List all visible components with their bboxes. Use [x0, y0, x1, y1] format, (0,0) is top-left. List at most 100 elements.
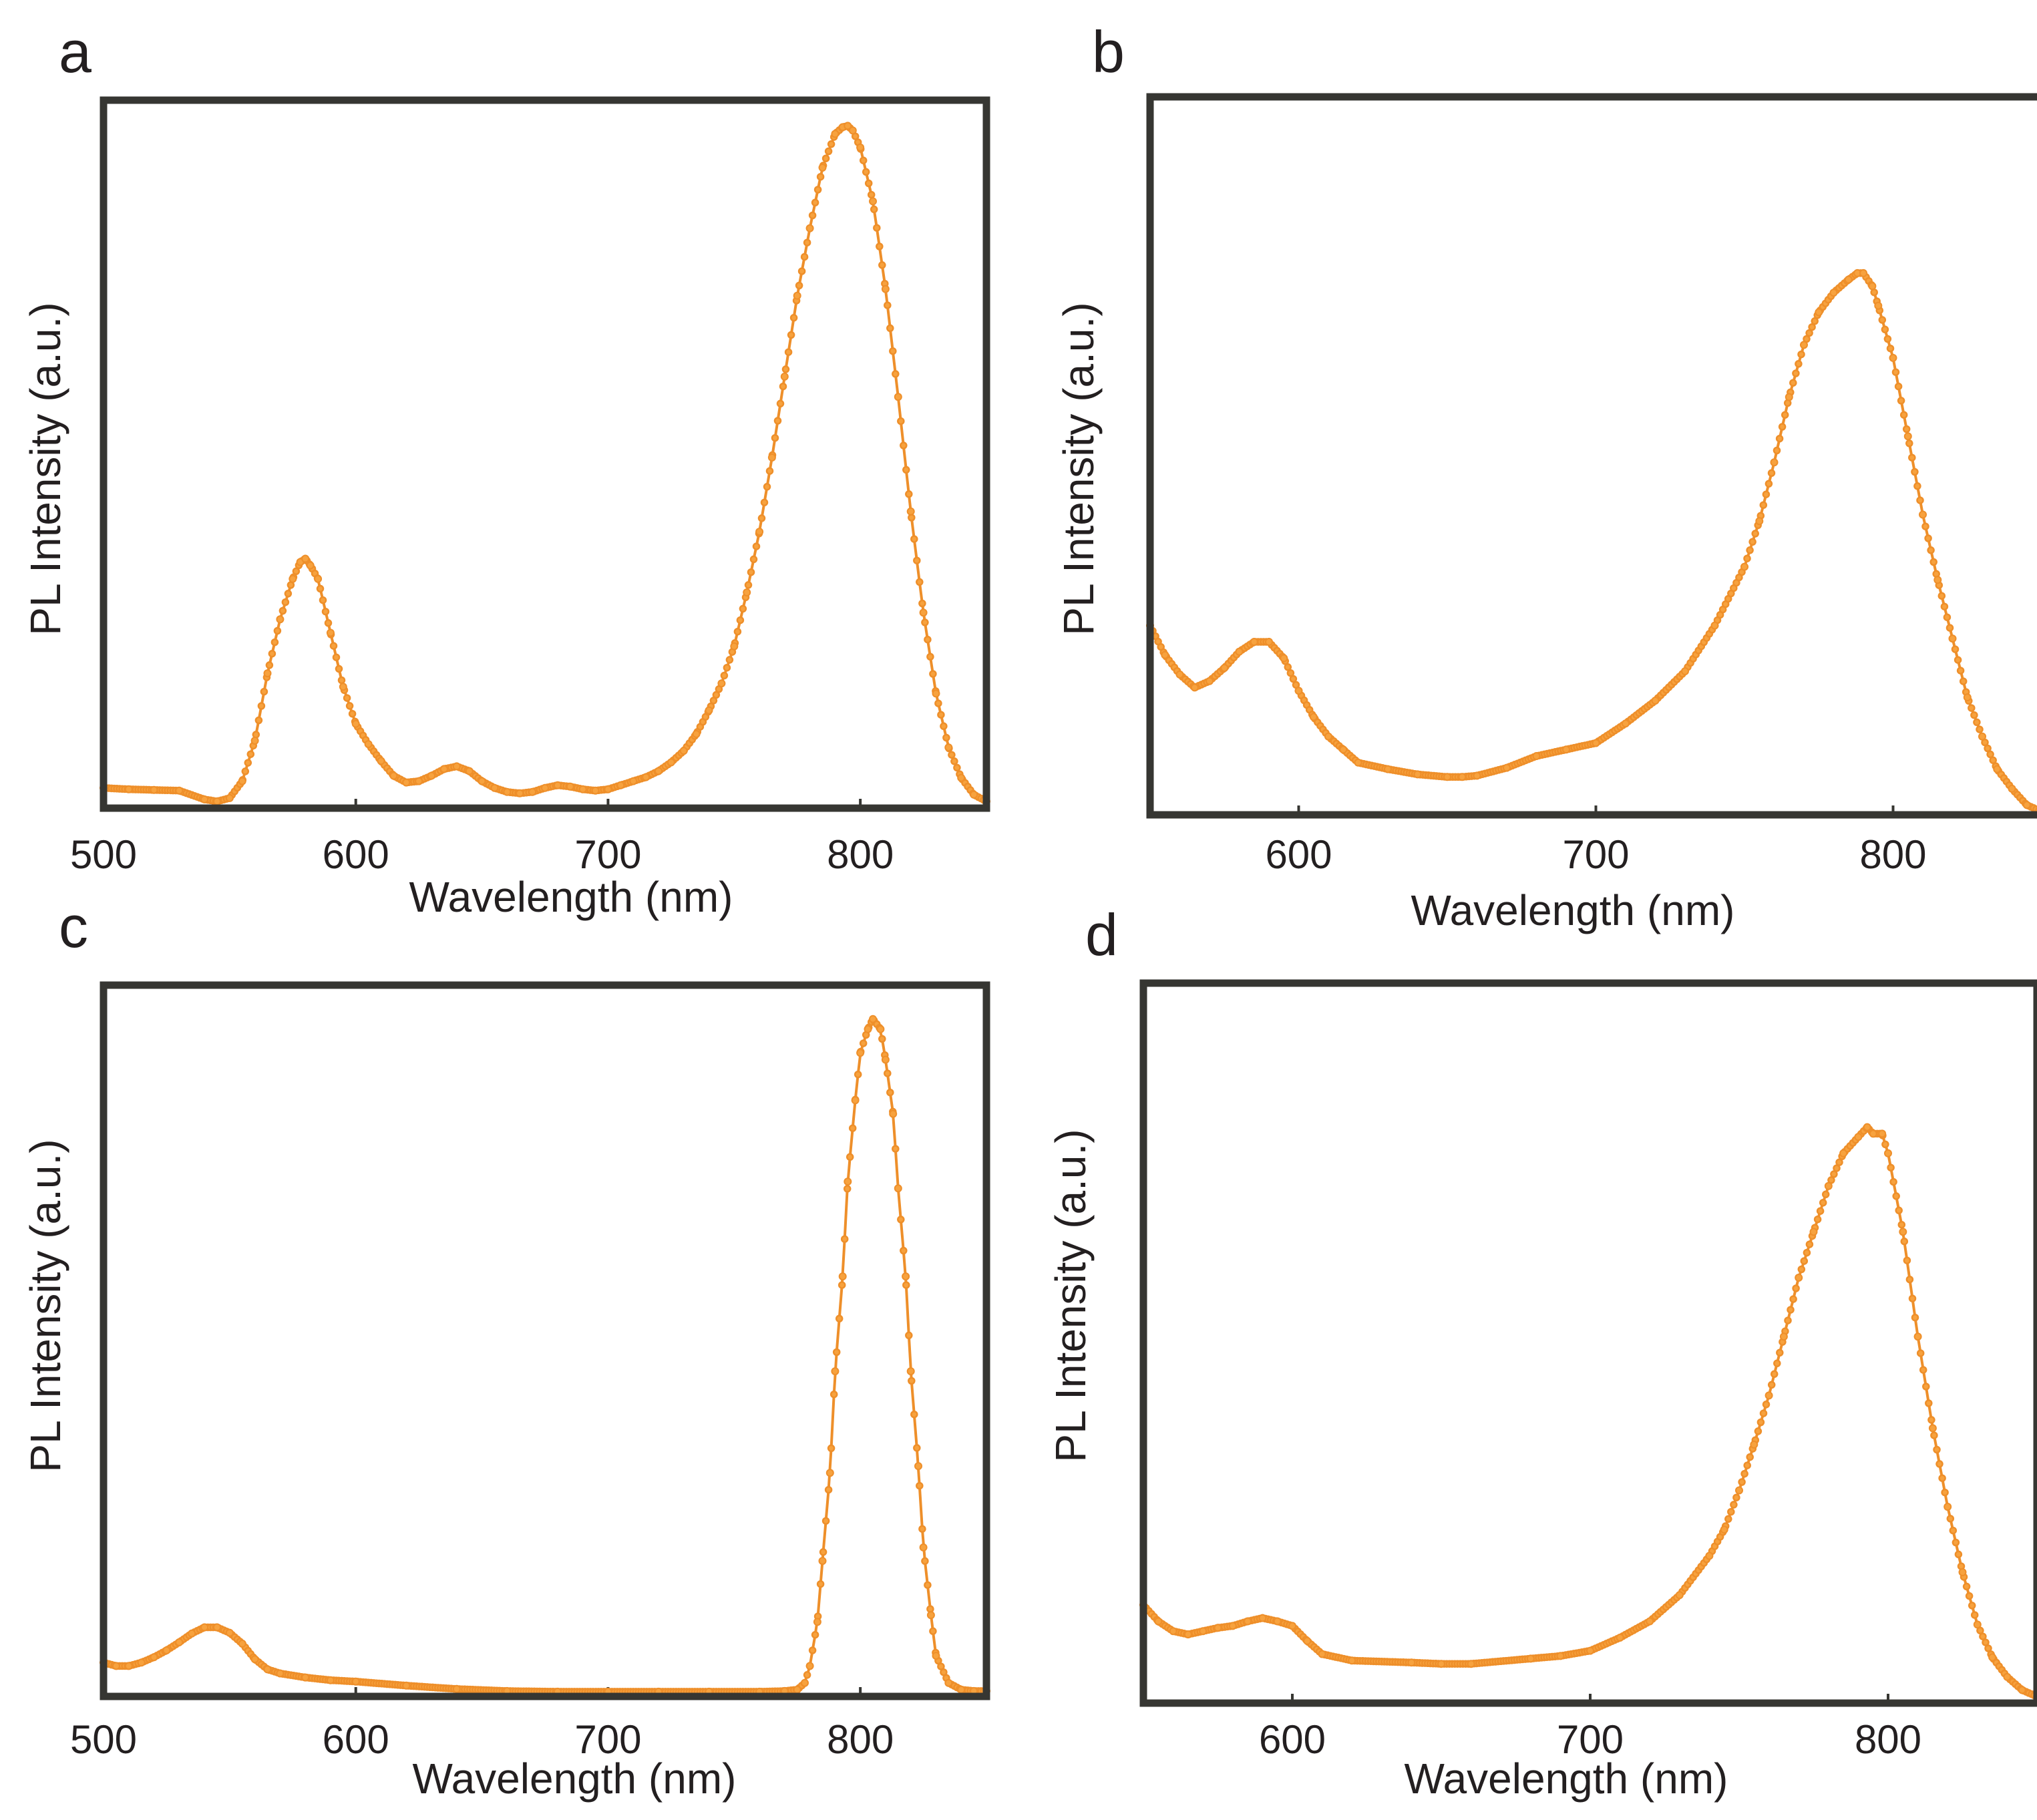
panel-b-anchor-point — [1815, 308, 1823, 317]
panel-d-data-point — [1732, 1493, 1740, 1501]
panel-c-data-point — [808, 1646, 817, 1654]
panel-d-data-point — [1767, 1381, 1776, 1389]
panel-b-data-point — [1937, 592, 1946, 600]
panel-b-anchor-point — [2008, 784, 2016, 793]
panel-c-data-point — [910, 1410, 918, 1419]
panel-b-data-point — [1286, 669, 1295, 677]
panel-d-plot: 600 700 800 — [1139, 979, 2037, 1762]
panel-d-data-point — [1730, 1501, 1738, 1509]
panel-d-anchor-point — [1988, 1653, 1997, 1662]
panel-a-anchor-point — [655, 767, 663, 775]
panel-b-data-point — [1905, 439, 1913, 447]
panel-c-data-point — [824, 1485, 833, 1494]
panel-d-data-point — [1968, 1602, 1976, 1610]
panel-a-data-point — [864, 179, 873, 188]
panel-a-data-point — [284, 590, 293, 598]
panel-b-xtick-label: 700 — [1562, 832, 1629, 877]
panel-b-anchor-point — [1903, 432, 1912, 441]
panel-b-anchor-point — [1532, 752, 1541, 760]
panel-a: a 500 600 700 800 Wavelength (nm) PL Intens… — [21, 19, 990, 921]
panel-c-data-point — [908, 1377, 916, 1385]
panel-b-anchor-point — [1948, 634, 1957, 643]
panel-a-data-point — [892, 370, 900, 378]
panel-b-anchor-point — [1829, 289, 1838, 297]
panel-a-anchor-point — [276, 615, 285, 624]
panel-c-anchor-point — [213, 1623, 221, 1632]
panel-c-anchor-point — [881, 1055, 890, 1064]
panel-d-anchor-point — [1407, 1658, 1416, 1667]
panel-b-data-point — [1775, 434, 1784, 443]
panel-b-anchor-point — [1458, 773, 1467, 781]
panel-c-anchor-point — [150, 1653, 158, 1662]
panel-c-anchor-point — [801, 1678, 809, 1687]
panel-d-anchor-point — [1214, 1624, 1222, 1632]
panel-c-data-point — [832, 1348, 841, 1356]
panel-d-anchor-point — [1824, 1181, 1833, 1190]
panel-a-anchor-point — [831, 130, 840, 138]
panel-b-anchor-point — [1413, 770, 1422, 779]
panel-a-xtick-label: 700 — [574, 832, 641, 877]
panel-a-data-point — [787, 331, 795, 339]
panel-a-anchor-point — [124, 785, 133, 793]
panel-d-data-point — [1746, 1453, 1754, 1461]
panel-c-data-point — [902, 1281, 910, 1289]
panel-b-anchor-point — [1978, 732, 1986, 741]
panel-a-data-point — [241, 767, 250, 775]
panel-d-data-point — [1754, 1427, 1763, 1435]
panel-a-data-point — [797, 267, 806, 275]
panel-c-data-point — [897, 1216, 905, 1224]
panel-c-series-line — [103, 1019, 986, 1693]
panel-d-anchor-point — [1750, 1440, 1758, 1449]
panel-d-data-point — [1984, 1644, 1992, 1652]
panel-d-anchor-point — [1616, 1634, 1624, 1642]
panel-c-xtick-label: 700 — [574, 1717, 641, 1762]
panel-b: b 600 700 800 Wavelength (nm) PL Intensity… — [1055, 19, 2037, 934]
panel-a-data-point — [268, 649, 276, 658]
panel-a-anchor-point — [755, 528, 764, 536]
panel-a-anchor-point — [591, 786, 600, 795]
panel-b-anchor-point — [1651, 697, 1660, 705]
panel-d-data-point — [1805, 1240, 1814, 1248]
panel-c-data-point — [918, 1525, 926, 1533]
panel-a-anchor-point — [465, 767, 474, 775]
panel-a-data-point — [723, 663, 731, 672]
panel-c-anchor-point — [944, 1678, 953, 1687]
panel-d-anchor-point — [2003, 1672, 2012, 1681]
panel-a-data-point — [763, 483, 771, 491]
panel-b-data-point — [1951, 645, 1960, 653]
panel-b-anchor-point — [1309, 713, 1318, 721]
panel-a-data-point — [316, 584, 325, 593]
panel-a-frame — [100, 96, 990, 812]
panel-c-anchor-point — [919, 1543, 928, 1552]
panel-d-anchor-point — [1273, 1617, 1282, 1626]
panel-a-data-point — [725, 656, 734, 664]
panel-a-data-point — [292, 567, 301, 576]
panel-b-anchor-point — [1710, 621, 1719, 630]
panel-b-data-point — [1959, 677, 1968, 685]
panel-b-anchor-point — [1889, 353, 1897, 362]
panel-b-series-line — [1149, 271, 2037, 811]
panel-a-data-point — [757, 514, 766, 522]
panel-c-anchor-point — [225, 1628, 234, 1637]
panel-b-anchor-point — [1473, 771, 1481, 780]
panel-b-data-point — [1984, 744, 1992, 753]
panel-d-data-point — [1935, 1460, 1943, 1468]
panel-a-data-point — [744, 581, 753, 589]
panel-d-anchor-point — [1973, 1620, 1982, 1629]
panel-d-data-point — [1922, 1383, 1930, 1391]
panel-a-data-point — [270, 638, 279, 647]
panel-a-data-point — [876, 242, 884, 250]
panel-b-letter: b — [1092, 19, 1125, 85]
panel-b-data-point — [1773, 446, 1781, 455]
panel-a-data-point — [902, 466, 910, 474]
panel-d-ylabel: PL Intensity (a.u.) — [1047, 1129, 1095, 1462]
panel-a-anchor-point — [516, 789, 524, 797]
panel-d-anchor-point — [1958, 1568, 1967, 1576]
panel-c-anchor-point — [805, 1662, 814, 1670]
panel-b-data-point — [1767, 469, 1776, 478]
panel-a-anchor-point — [389, 771, 398, 780]
panel-d-anchor-point — [1899, 1228, 1907, 1236]
panel-c-data-point — [854, 1070, 862, 1079]
panel-a-anchor-point — [250, 737, 259, 745]
panel-b-anchor-point — [1324, 732, 1332, 741]
